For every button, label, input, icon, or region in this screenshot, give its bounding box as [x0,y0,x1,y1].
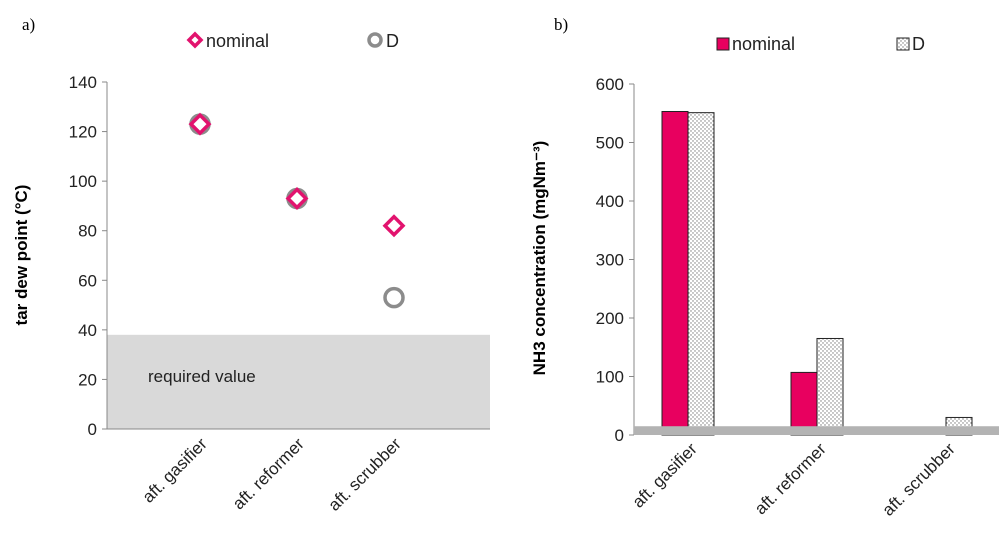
chart-b-y-tick-label: 400 [596,192,624,211]
required-value-label: required value [148,367,256,386]
point-d-aft-gasifier [189,113,211,135]
chart-b-y-tick-label: 500 [596,134,624,153]
chart-b-categories: aft. gasifier aft. reformer aft. scrubber [629,439,959,519]
chart-a-y-ticks: 0 20 40 60 80 100 120 140 [69,73,107,439]
legend-b-nominal-label: nominal [732,34,795,54]
bar-nominal-aft-reformer [790,371,818,436]
chart-b-y-axis-title: NH3 concentration (mgNm⁻³) [530,141,549,376]
legend-a-nominal-marker [186,31,204,49]
chart-a-y-axis-title: tar dew point (°C) [12,185,31,326]
point-nominal-aft-reformer [285,187,309,210]
panel-b-letter: b) [554,15,568,34]
chart-a-category-label: aft. gasifier [139,434,211,506]
chart-b-category-label: aft. gasifier [629,439,701,511]
chart-b-y-tick-label: 0 [615,426,624,445]
chart-a-y-tick-label: 60 [78,271,97,290]
bar-nominal-aft-gasifier [661,110,689,436]
chart-b: b) nominal D 0 100 200 300 400 500 600 aft. ga… [530,15,999,520]
chart-b-y-tick-label: 300 [596,251,624,270]
panel-a-letter: a) [22,15,35,34]
point-nominal-aft-scrubber [382,214,406,238]
chart-a-y-tick-label: 100 [69,172,97,191]
point-nominal-aft-gasifier [188,112,212,136]
point-d-aft-reformer [286,187,308,210]
chart-b-category-label: aft. scrubber [879,439,959,519]
chart-b-category-label: aft. reformer [751,439,830,518]
legend-a-d-label: D [386,31,399,51]
required-value-band [107,334,490,429]
chart-a-category-label: aft. reformer [229,434,308,513]
chart-b-y-ticks: 0 100 200 300 400 500 600 [596,75,634,445]
legend-a-nominal-label: nominal [206,31,269,51]
bar-d-aft-reformer [816,337,844,436]
legend-a-d-marker [367,32,383,48]
chart-a-y-tick-label: 40 [78,321,97,340]
chart-a-y-tick-label: 140 [69,73,97,92]
bar-d-aft-gasifier [687,112,715,436]
chart-a-category-label: aft. scrubber [325,434,405,514]
legend-b-d-swatch [896,37,910,51]
chart-b-y-tick-label: 600 [596,75,624,94]
chart-a-y-tick-label: 120 [69,123,97,142]
chart-a: a) nominal D required value 0 20 40 60 80 100… [12,15,490,515]
legend-b-d-label: D [912,34,925,54]
chart-b-y-tick-label: 100 [596,368,624,387]
chart-a-y-tick-label: 20 [78,370,97,389]
chart-b-baseline-band [634,426,999,435]
chart-a-legend: nominal D [186,31,399,51]
chart-a-categories: aft. gasifier aft. reformer aft. scrubber [139,434,405,514]
legend-b-nominal-swatch [716,37,730,51]
point-d-aft-scrubber [383,286,405,309]
chart-a-points [188,112,406,309]
chart-b-y-tick-label: 200 [596,309,624,328]
chart-b-legend: nominal D [716,34,925,54]
chart-a-y-tick-label: 80 [78,222,97,241]
chart-b-bars [661,110,973,436]
chart-a-y-tick-label: 0 [88,420,97,439]
